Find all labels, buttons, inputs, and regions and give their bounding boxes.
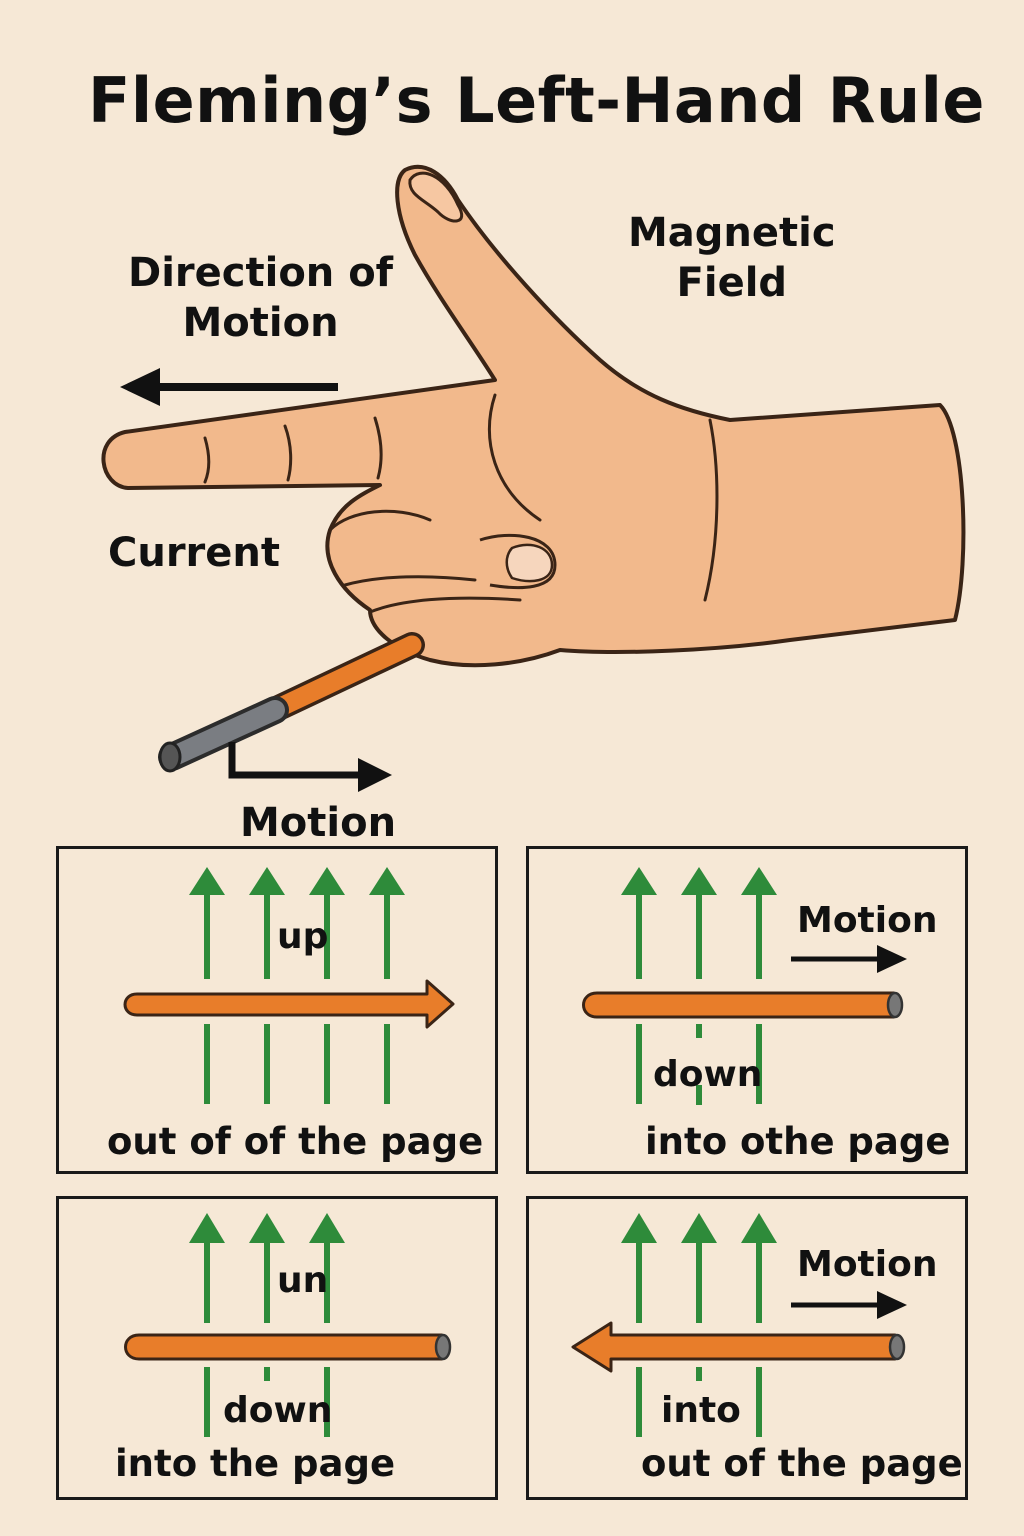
motion-label: Motion xyxy=(797,900,938,941)
motion-label: Motion xyxy=(797,1244,938,1285)
panel-caption: out of the page xyxy=(641,1442,963,1485)
field-label-secondary: down xyxy=(223,1390,333,1431)
knuckle-lines xyxy=(203,416,383,484)
current-conductor xyxy=(124,1333,452,1361)
label-magnetic-field: Magnetic Field xyxy=(628,210,836,306)
panel-1: up out of of the page xyxy=(56,846,498,1174)
panel-caption: into the page xyxy=(115,1442,396,1485)
field-arrows xyxy=(621,1213,777,1437)
thumb-nail xyxy=(408,171,464,223)
palm-crease xyxy=(703,418,719,602)
conductor-rod xyxy=(158,632,425,773)
motion-direction-arrowhead xyxy=(120,368,160,406)
hand-shape xyxy=(101,164,966,668)
motion-arrowhead xyxy=(877,1291,907,1319)
field-label: into xyxy=(661,1390,741,1431)
panel-caption: out of of the page xyxy=(107,1120,484,1163)
field-label: un xyxy=(277,1260,329,1301)
field-arrows xyxy=(189,1213,345,1437)
label-current: Current xyxy=(108,530,281,576)
field-label: down xyxy=(653,1054,763,1095)
label-direction-of-motion: Direction of Motion xyxy=(128,250,394,346)
current-conductor xyxy=(582,991,904,1019)
current-conductor xyxy=(571,1321,906,1373)
panel-caption: into othe page xyxy=(645,1120,951,1163)
field-arrows xyxy=(621,867,777,1105)
field-label: up xyxy=(277,916,329,957)
page-title: Fleming’s Left-Hand Rule xyxy=(88,64,985,137)
curled-fingers xyxy=(328,393,542,614)
panel-2: Motion down into othe page xyxy=(526,846,968,1174)
current-conductor xyxy=(123,979,455,1029)
panel-4-graphic xyxy=(571,1213,907,1437)
hand-illustration xyxy=(101,164,966,792)
label-motion: Motion xyxy=(240,800,397,846)
panel-3-graphic xyxy=(124,1213,452,1437)
panel-4: Motion into out of the page xyxy=(526,1196,968,1500)
motion-arrowhead xyxy=(358,758,392,792)
panel-2-graphic xyxy=(582,867,907,1105)
motion-arrowhead xyxy=(877,945,907,973)
middle-finger-nail xyxy=(505,543,554,583)
motion-arrow-shaft xyxy=(228,742,360,779)
panel-1-graphic xyxy=(123,867,455,1104)
panel-3: un down into the page xyxy=(56,1196,498,1500)
field-arrows xyxy=(189,867,405,1104)
